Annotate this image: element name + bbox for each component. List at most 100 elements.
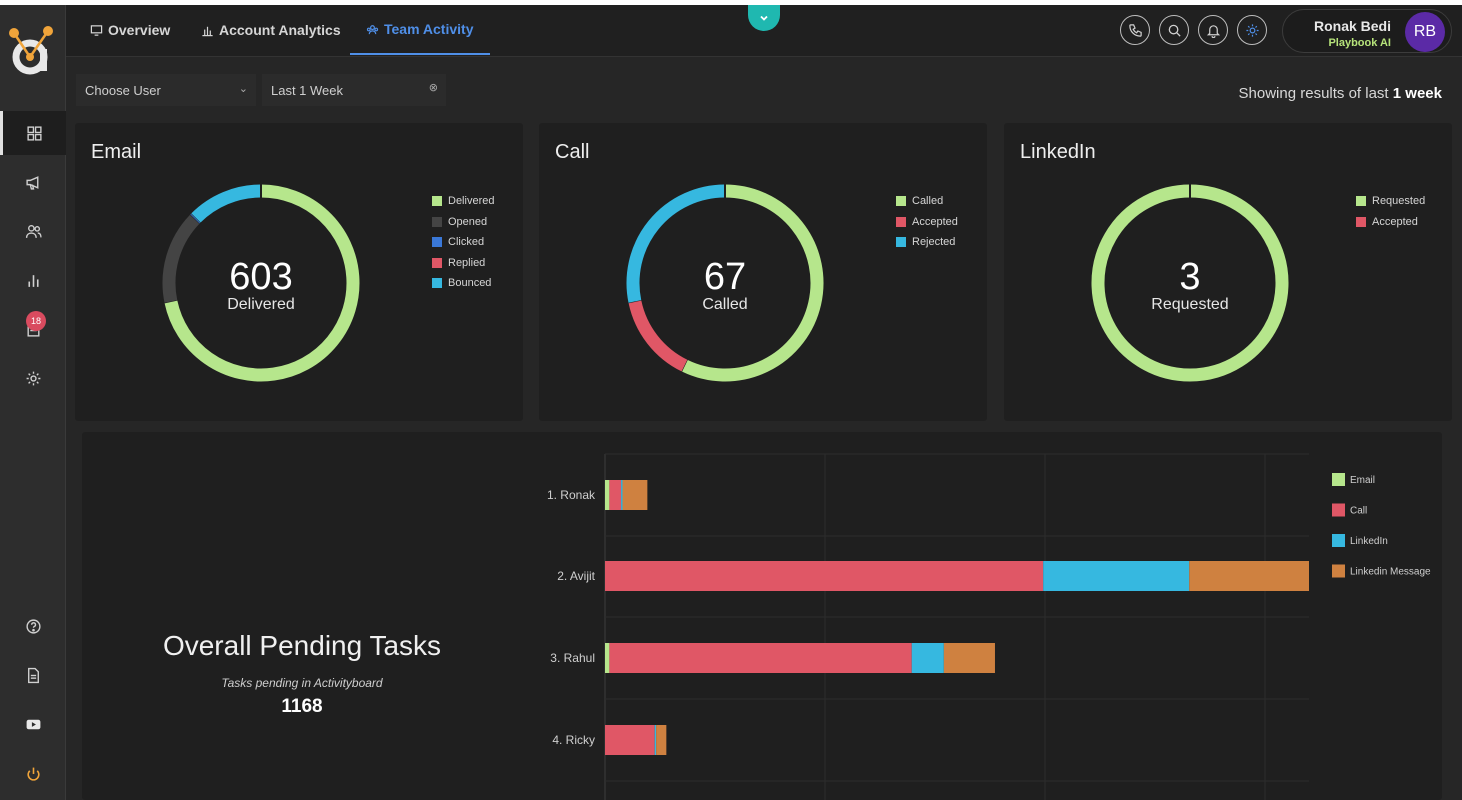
legend-label: Accepted — [912, 215, 958, 228]
legend-swatch — [432, 196, 442, 207]
clear-icon[interactable]: ⊗ — [428, 82, 438, 94]
theme-toggle-button[interactable] — [1237, 15, 1267, 45]
legend-label: Opened — [448, 215, 488, 228]
bar-segment-email[interactable] — [605, 643, 610, 673]
tab-overview[interactable]: Overview — [90, 5, 170, 55]
bar-segment-linkedin-message[interactable] — [656, 725, 667, 755]
results-period-note: Showing results of last 1 week — [1239, 85, 1442, 102]
bar-segment-call[interactable] — [605, 725, 655, 755]
linkedin-donut-chart — [1091, 184, 1289, 382]
search-button[interactable] — [1159, 15, 1189, 45]
bar-segment-call[interactable] — [609, 643, 912, 673]
tab-account-analytics[interactable]: Account Analytics — [201, 5, 341, 55]
bar-chart-icon — [202, 26, 213, 36]
window-top-strip — [0, 0, 1462, 5]
legend-item-clicked[interactable]: Clicked — [432, 232, 494, 253]
donut-slice-clicked[interactable] — [190, 213, 201, 224]
playbook-logo-icon[interactable] — [6, 19, 60, 79]
avatar[interactable]: RB — [1405, 12, 1445, 52]
legend-swatch — [896, 216, 906, 227]
phone-icon — [1128, 23, 1142, 37]
email-card-title: Email — [91, 141, 142, 163]
legend-item-bounced[interactable]: Bounced — [432, 273, 494, 294]
legend-label[interactable]: LinkedIn — [1350, 536, 1388, 547]
bar-segment-linkedin[interactable] — [654, 725, 657, 755]
team-icon — [366, 24, 379, 34]
donut-slice-rejected[interactable] — [626, 184, 725, 303]
legend-item-requested[interactable]: Requested — [1356, 191, 1425, 212]
phone-button[interactable] — [1120, 15, 1150, 45]
legend-item-accepted[interactable]: Accepted — [896, 212, 958, 233]
donut-slice-opened[interactable] — [162, 214, 200, 303]
user-select-value: Choose User — [85, 82, 161, 98]
legend-item-rejected[interactable]: Rejected — [896, 232, 958, 253]
legend-item-delivered[interactable]: Delivered — [432, 191, 494, 212]
top-header: Overview Account Analytics Team Activity… — [66, 5, 1462, 57]
sidebar-item-help[interactable] — [0, 604, 66, 648]
legend-label[interactable]: Email — [1350, 475, 1375, 486]
user-organization: Playbook AI — [1328, 37, 1391, 49]
bar-segment-email[interactable] — [605, 480, 610, 510]
bar-segment-call[interactable] — [609, 480, 622, 510]
sidebar-item-logout[interactable] — [0, 752, 66, 796]
legend-swatch — [432, 237, 442, 248]
sidebar-item-tasks[interactable]: 18 — [0, 307, 66, 351]
linkedin-legend: Requested Accepted — [1356, 191, 1425, 232]
users-icon — [25, 224, 42, 238]
legend-item-accepted[interactable]: Accepted — [1356, 212, 1425, 233]
legend-label[interactable]: Linkedin Message — [1350, 567, 1431, 578]
sun-icon — [1245, 23, 1259, 37]
donut-slice-delivered[interactable] — [164, 184, 360, 382]
bar-segment-call[interactable] — [605, 561, 1044, 591]
legend-swatch — [1356, 216, 1366, 227]
results-period-value: 1 week — [1392, 85, 1442, 102]
sidebar-item-analytics[interactable] — [0, 258, 66, 302]
chevron-down-icon: ⌄ — [238, 83, 248, 95]
help-icon — [25, 618, 41, 634]
sidebar-item-users[interactable] — [0, 209, 66, 253]
tab-team-activity-label: Team Activity — [384, 21, 474, 37]
bar-segment-linkedin-message[interactable] — [1189, 561, 1309, 591]
sidebar-item-docs[interactable] — [0, 653, 66, 697]
bar-segment-linkedin[interactable] — [1043, 561, 1190, 591]
call-legend: Called Accepted Rejected — [896, 191, 958, 253]
user-select[interactable]: Choose User ⌄ — [76, 74, 256, 106]
user-profile-menu[interactable]: Ronak Bedi Playbook AI RB — [1282, 9, 1452, 53]
bar-segment-linkedin[interactable] — [621, 480, 623, 510]
sidebar-item-dashboard[interactable] — [0, 111, 66, 155]
donut-slice-requested[interactable] — [1091, 184, 1289, 382]
legend-label[interactable]: Call — [1350, 506, 1367, 517]
tab-team-activity[interactable]: Team Activity — [350, 5, 490, 55]
sidebar: 18 — [0, 5, 66, 800]
legend-label: Called — [912, 195, 944, 208]
donut-slice-accepted[interactable] — [628, 300, 688, 372]
bar-segment-linkedin-message[interactable] — [622, 480, 648, 510]
donut-slice-called[interactable] — [682, 184, 824, 382]
legend-label: Requested — [1372, 195, 1426, 208]
legend-item-replied[interactable]: Replied — [432, 253, 494, 274]
donut-slice-bounced[interactable] — [191, 184, 261, 223]
filter-bar: Choose User ⌄ Last 1 Week ⊗ Showing resu… — [66, 57, 1462, 123]
document-icon — [27, 667, 39, 683]
legend-label: Bounced — [448, 277, 492, 290]
sidebar-item-campaigns[interactable] — [0, 160, 66, 204]
period-select[interactable]: Last 1 Week ⊗ — [262, 74, 446, 106]
legend-item-called[interactable]: Called — [896, 191, 958, 212]
y-axis-tick-label: 4. Ricky — [552, 733, 595, 747]
sidebar-item-settings[interactable] — [0, 356, 66, 400]
sidebar-item-youtube[interactable] — [0, 702, 66, 746]
bar-segment-linkedin[interactable] — [911, 643, 944, 673]
legend-swatch — [1332, 503, 1345, 517]
email-legend: Delivered Opened Clicked Replied Bounced — [432, 191, 494, 294]
pending-tasks-count: 1168 — [281, 696, 323, 717]
legend-item-opened[interactable]: Opened — [432, 212, 494, 233]
bar-segment-linkedin-message[interactable] — [943, 643, 995, 673]
linkedin-card: LinkedIn 3 Requested Requested Accepted — [1004, 123, 1452, 421]
tab-account-analytics-label: Account Analytics — [219, 22, 341, 38]
tasks-count-badge: 18 — [26, 311, 46, 331]
collapse-toggle-button[interactable] — [748, 5, 780, 31]
power-icon — [26, 767, 40, 781]
legend-label: Accepted — [1372, 215, 1418, 228]
bell-icon — [1206, 24, 1220, 38]
notifications-button[interactable] — [1198, 15, 1228, 45]
